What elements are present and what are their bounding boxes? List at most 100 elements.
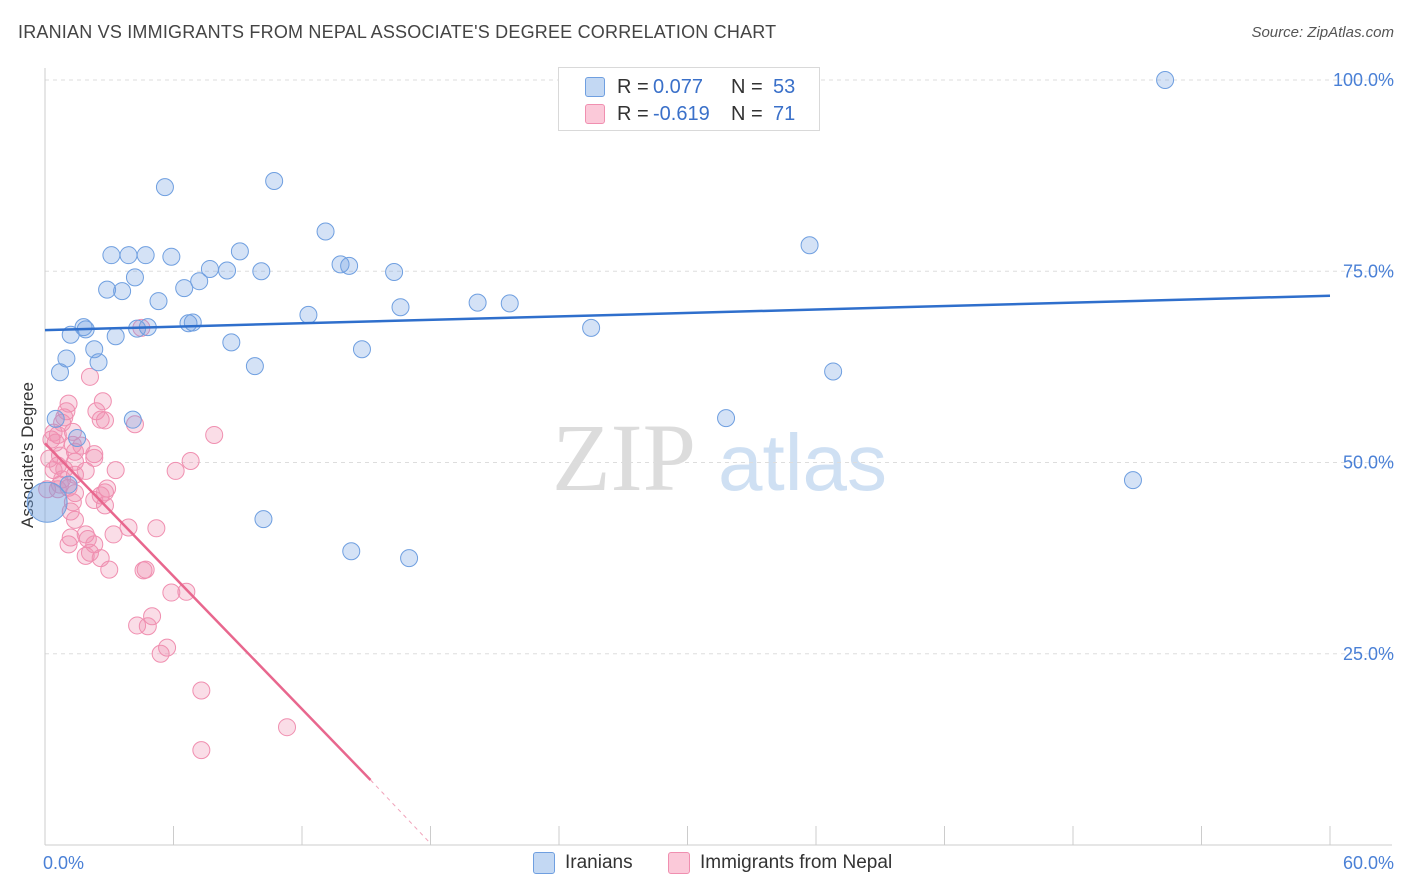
iranian-point: [582, 318, 601, 337]
nepal-point: [147, 519, 166, 538]
chart-title: IRANIAN VS IMMIGRANTS FROM NEPAL ASSOCIA…: [18, 22, 777, 42]
stats-legend: R = 0.077 N = 53 R = -0.619 N = 71: [558, 67, 820, 131]
iranian-point: [26, 481, 68, 523]
iranian-point: [254, 510, 273, 529]
nepal-point: [151, 644, 170, 663]
nepal-point: [162, 583, 181, 602]
nepal-point: [143, 607, 162, 626]
watermark-atlas: atlas: [718, 418, 887, 507]
nepal-point: [128, 616, 147, 635]
nepal-point: [38, 480, 57, 499]
x-tick-label: 60.0%: [1343, 853, 1394, 873]
iranian-point: [316, 222, 335, 241]
iranian-point: [230, 242, 249, 261]
nepal-point: [100, 560, 119, 579]
watermark-zip: ZIP: [552, 404, 696, 511]
iranian-point: [190, 272, 209, 291]
x-tick-label: 0.0%: [43, 853, 84, 873]
nepal-point: [59, 535, 78, 554]
r-value: -0.619: [653, 102, 710, 125]
nepal-point: [93, 392, 112, 411]
iranian-point: [59, 475, 78, 494]
iranian-point: [352, 340, 371, 359]
nepal-point: [48, 480, 67, 499]
nepal-trend-line: [44, 442, 372, 781]
iranian-point: [468, 293, 487, 312]
iranian-point: [106, 327, 125, 346]
iranian-point: [89, 353, 108, 372]
r-label: R =: [617, 75, 649, 98]
nepal-point: [85, 490, 104, 509]
tick-labels: 25.0% 50.0% 75.0% 100.0% 0.0% 60.0%: [43, 70, 1394, 873]
nepal-point: [134, 561, 153, 580]
iranian-trend-line: [44, 294, 1331, 332]
bottom-legend: Iranians Immigrants from Nepal: [0, 852, 1406, 878]
iranian-point: [400, 549, 419, 568]
n-value: 71: [773, 102, 796, 125]
legend-row-iranians: R = 0.077 N = 53: [585, 75, 795, 99]
iranian-point: [245, 357, 264, 376]
nepal-point: [65, 442, 84, 461]
nepal-point: [106, 461, 125, 480]
nepal-point: [76, 546, 95, 565]
iranian-point: [175, 279, 194, 298]
nepal-swatch: [585, 104, 605, 124]
iranian-point: [46, 409, 65, 428]
iranian-point: [98, 280, 117, 299]
nepal-point: [192, 681, 211, 700]
nepal-point: [80, 367, 99, 386]
iranian-point: [50, 363, 69, 382]
iranian-point: [113, 282, 132, 301]
iranian-point: [183, 313, 202, 332]
iranian-point: [824, 362, 843, 381]
nepal-point: [76, 461, 95, 480]
iranian-point: [500, 294, 519, 313]
nepal-point: [205, 425, 224, 444]
nepal-point: [192, 741, 211, 760]
y-tick-label: 100.0%: [1333, 70, 1394, 90]
iranian-point: [340, 256, 359, 275]
nepal-point: [166, 461, 185, 480]
nepal-point: [278, 718, 297, 737]
iranian-point: [136, 246, 155, 265]
nepal-point: [65, 510, 84, 529]
axes: [44, 68, 1392, 846]
trend-lines: [44, 294, 1331, 844]
n-value: 53: [773, 75, 796, 98]
iranian-point: [717, 409, 736, 428]
nepal-point: [59, 394, 78, 413]
nepal-point: [85, 445, 104, 464]
nepal-point: [91, 486, 110, 505]
iranian-point: [68, 429, 87, 448]
n-label: N =: [731, 75, 763, 98]
iranian-point: [1156, 71, 1175, 89]
legend-item-iranians[interactable]: Iranians: [533, 852, 633, 874]
nepal-point: [119, 518, 138, 537]
y-tick-label: 25.0%: [1343, 644, 1394, 664]
nepal-point: [181, 451, 200, 470]
r-value: 0.077: [653, 75, 704, 98]
iranian-point: [252, 262, 271, 281]
iranian-point: [102, 246, 121, 265]
iranian-point: [155, 178, 174, 197]
iranian-point: [800, 236, 819, 255]
iranian-point: [119, 246, 138, 265]
nepal-point: [44, 423, 63, 442]
nepal-legend-swatch: [668, 852, 690, 874]
iranian-point: [125, 268, 144, 287]
iranian-point: [149, 292, 168, 311]
iranian-point: [218, 261, 237, 280]
iranians-legend-label: Iranians: [565, 852, 633, 873]
nepal-point: [125, 415, 144, 434]
iranian-point: [299, 305, 318, 324]
source-label: Source: ZipAtlas.com: [1251, 24, 1394, 41]
nepal-legend-label: Immigrants from Nepal: [700, 852, 893, 873]
nepal-point: [104, 525, 123, 544]
iranian-point: [1123, 471, 1142, 490]
iranian-point: [265, 171, 284, 190]
legend-item-nepal[interactable]: Immigrants from Nepal: [668, 852, 892, 874]
iranian-point: [222, 333, 241, 352]
iranian-point: [162, 247, 181, 266]
nepal-points: [38, 318, 297, 760]
n-label: N =: [731, 102, 763, 125]
